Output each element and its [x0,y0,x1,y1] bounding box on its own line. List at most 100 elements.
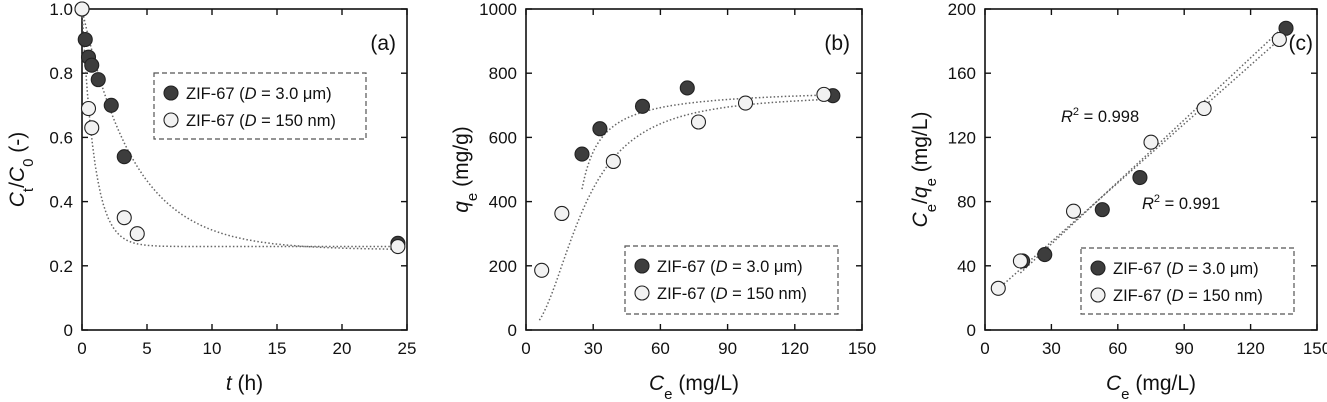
x-tick-label: 120 [1236,339,1264,358]
plot-frame [525,8,863,331]
y-tick-label: 200 [948,0,976,19]
x-axis-title: Ce​ (mg/L) [1106,372,1196,402]
y-tick-label: 800 [489,64,517,83]
data-point-open [116,210,132,226]
r-squared-annotation: R2 = 0.998 [1061,106,1139,126]
legend: ZIF-67 (D = 3.0 μm) ZIF-67 (D = 150 nm) [153,72,367,140]
y-axis-title: Ce​/qe​ (mg/L) [909,112,940,228]
legend: ZIF-67 (D = 3.0 μm) ZIF-67 (D = 150 nm) [624,245,839,315]
y-tick-label: 600 [489,128,517,147]
data-point-open [1012,253,1028,269]
panel-label: (a) [370,32,396,55]
y-axis-title: qe​ (mg/g) [450,126,481,213]
y-tick-label: 0.8 [49,64,73,83]
x-tick-label: 60 [1108,339,1127,358]
r-squared-annotation: R2 = 0.991 [1142,193,1220,213]
data-point-filled [116,149,132,165]
panel-label: (c) [1289,32,1314,55]
fit-curve-filled [581,94,833,190]
legend-marker-filled [634,258,650,274]
chart-panel-a: 0 5 10 15 20 25 0 0.2 0.4 0.6 0.8 1.0 t (h) Ct​/C0​ (… [6,0,416,395]
x-axis-title: t (h) [226,372,263,395]
data-point-filled [103,97,119,113]
y-tick-label: 0.6 [49,128,73,147]
legend-box [624,245,839,315]
plot-frame [984,8,1318,331]
data-point-open [390,238,406,255]
legend-entry: ZIF-67 (D = 3.0 μm) [1113,260,1259,278]
legend-entry: ZIF-67 (D = 150 nm) [1113,287,1263,305]
data-point-filled [634,98,651,114]
fit-curve-open [81,8,400,248]
data-point-open [1271,31,1287,48]
fit-curve-filled [81,8,400,250]
legend-box [1080,247,1295,315]
x-tick-label: 90 [718,339,737,358]
x-tick-label: 0 [980,339,989,358]
y-tick-label: 0 [967,321,976,340]
x-tick-label: 20 [333,339,352,358]
data-point-filled [574,146,590,162]
x-tick-label: 0 [521,339,530,358]
legend-entry: ZIF-67 (D = 150 nm) [186,112,336,130]
y-tick-label: 200 [489,257,517,276]
legend-marker-open [634,285,650,301]
y-axis-title: Ct​/C0​ (-) [6,132,37,208]
x-tick-label: 5 [142,339,151,358]
data-point-filled [1278,20,1294,36]
data-point-open [605,153,621,170]
data-point-open [80,100,97,117]
x-tick-label: 150 [1303,339,1327,358]
x-tick-label: 120 [781,339,809,358]
data-point-open [690,114,707,130]
y-tick-label: 0 [64,321,73,340]
legend-entry: ZIF-67 (D = 3.0 μm) [186,85,332,103]
legend-entry: ZIF-67 (D = 3.0 μm) [657,258,803,276]
data-point-filled [592,121,608,137]
x-tick-label: 25 [398,339,417,358]
x-tick-label: 30 [1042,339,1061,358]
x-tick-label: 60 [651,339,670,358]
x-axis-title: Ce​ (mg/L) [649,372,739,402]
fit-curve-filled [1019,28,1283,274]
y-tick-label: 0 [508,321,517,340]
data-point-filled [84,57,100,73]
data-point-open [1196,100,1212,117]
x-tick-label: 10 [203,339,222,358]
y-tick-label: 160 [948,64,976,83]
y-tick-label: 0.4 [49,193,73,212]
y-tick-label: 120 [948,128,976,147]
legend: ZIF-67 (D = 3.0 μm) ZIF-67 (D = 150 nm) [1080,247,1295,315]
data-point-open [554,205,570,222]
data-point-open [84,120,100,136]
data-point-open [1143,134,1159,150]
data-point-open [1065,203,1082,219]
data-point-filled [77,31,93,48]
data-point-filled [679,80,695,96]
panel-label: (b) [824,32,850,55]
y-tick-label: 400 [489,193,517,212]
y-tick-label: 1000 [479,0,517,19]
chart-panel-c: 0 30 60 90 120 150 0 40 80 120 160 200 Ce​ (mg/L) Ce​… [909,0,1327,402]
data-point-open [816,86,832,102]
data-point-open [737,95,754,111]
plot-frame [81,8,408,331]
legend-box [153,72,367,140]
data-point-filled [1094,202,1110,218]
data-point-filled [1037,247,1053,263]
x-tick-label: 15 [268,339,287,358]
x-tick-label: 90 [1175,339,1194,358]
data-point-open [990,280,1006,296]
legend-entry: ZIF-67 (D = 150 nm) [657,285,807,303]
data-point-open [74,1,90,17]
y-tick-label: 0.2 [49,257,73,276]
x-tick-label: 30 [584,339,603,358]
legend-marker-filled [1090,260,1106,276]
data-point-open [534,262,550,278]
data-point-filled [1132,169,1148,186]
fit-curve-open [997,37,1283,290]
chart-panel-b: 0 30 60 90 120 150 0 200 400 600 800 1000 Ce​ (mg/L)… [450,0,876,402]
legend-marker-open [1090,287,1106,303]
data-point-open [129,226,145,242]
